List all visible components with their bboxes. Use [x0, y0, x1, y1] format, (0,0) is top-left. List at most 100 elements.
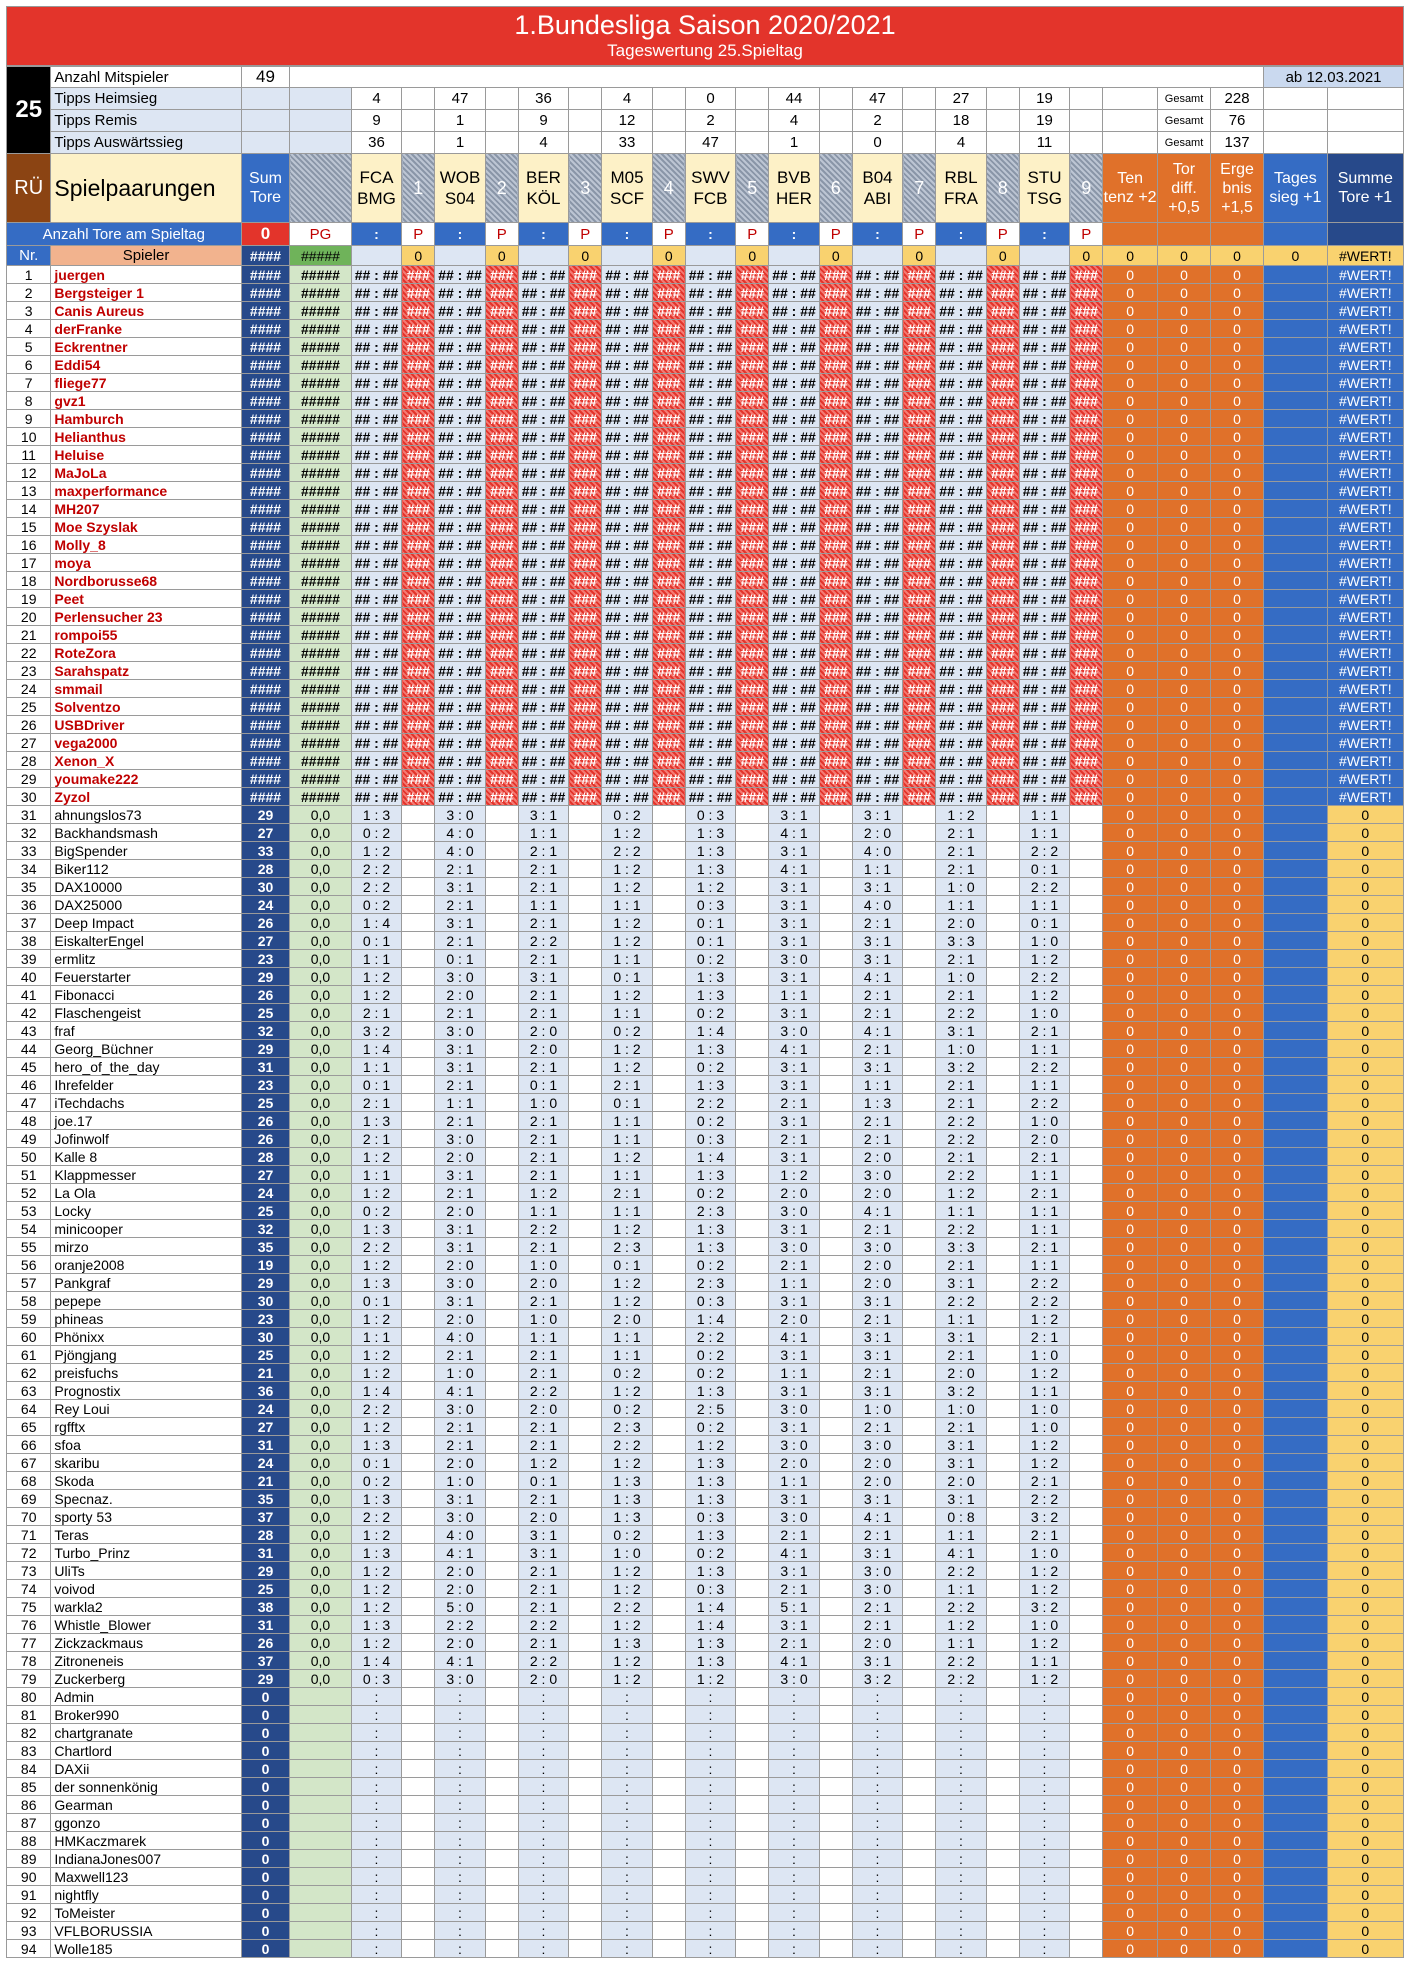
score-cell[interactable]: 0 [1102, 1417, 1159, 1436]
tagessieg-cell[interactable] [1263, 1309, 1328, 1328]
score-cell[interactable]: 0 [1102, 1471, 1159, 1490]
pg-header[interactable]: ##### [289, 245, 352, 266]
points-cell[interactable] [568, 1471, 603, 1490]
tip-cell[interactable]: : [684, 1687, 737, 1706]
points-cell[interactable]: ### [1069, 661, 1104, 680]
points-cell[interactable] [651, 913, 686, 932]
player-nr[interactable]: 37 [5, 913, 52, 932]
player-name[interactable]: Zuckerberg [50, 1669, 242, 1688]
sum-tore[interactable]: 25 [240, 1093, 291, 1112]
pg-value[interactable]: ##### [289, 355, 352, 374]
sum-tore[interactable]: #### [240, 571, 291, 590]
tip-cell[interactable]: 1 : 0 [434, 1363, 486, 1382]
sum-tore[interactable]: 27 [240, 931, 291, 950]
tip-cell[interactable]: 2 : 3 [601, 1417, 653, 1436]
summe-cell[interactable]: #WERT! [1326, 517, 1405, 536]
tip-cell[interactable]: ## : ## [935, 463, 987, 482]
points-cell[interactable]: ### [902, 265, 937, 284]
summe-cell[interactable]: 0 [1326, 1435, 1405, 1454]
points-cell[interactable]: ### [902, 679, 937, 698]
blank-cell[interactable] [818, 87, 853, 110]
tip-cell[interactable]: 1 : 3 [684, 985, 737, 1004]
tip-cell[interactable]: ## : ## [601, 283, 653, 302]
tip-cell[interactable]: : [935, 1867, 987, 1886]
points-cell[interactable] [818, 1813, 853, 1832]
score-cell[interactable]: 0 [1102, 985, 1159, 1004]
player-nr[interactable]: 3 [5, 301, 52, 320]
tip-cell[interactable]: 1 : 2 [1018, 1363, 1071, 1382]
tip-cell[interactable]: ## : ## [601, 535, 653, 554]
pg-value[interactable]: 0,0 [289, 1147, 352, 1166]
points-cell[interactable] [902, 1795, 937, 1814]
tip-cell[interactable]: 1 : 2 [1018, 1579, 1071, 1598]
points-cell[interactable] [484, 1921, 519, 1940]
tip-cell[interactable]: 2 : 2 [1018, 1489, 1071, 1508]
points-cell[interactable]: ### [818, 337, 853, 356]
score-cell[interactable]: 0 [1102, 355, 1159, 374]
tip-cell[interactable]: ## : ## [935, 769, 987, 788]
points-cell[interactable] [1069, 1543, 1104, 1562]
points-cell[interactable]: ### [401, 427, 436, 446]
tip-cell[interactable]: 2 : 0 [851, 1453, 904, 1472]
tip-cell[interactable]: ## : ## [1018, 787, 1071, 806]
score-cell[interactable]: 0 [1209, 1759, 1265, 1778]
points-cell[interactable]: ### [484, 607, 519, 626]
points-cell[interactable]: ### [735, 391, 770, 410]
tip-cell[interactable]: : [350, 1741, 403, 1760]
score-cell[interactable]: 0 [1102, 1669, 1159, 1688]
tip-cell[interactable]: ## : ## [434, 355, 486, 374]
points-cell[interactable]: ### [484, 571, 519, 590]
tagessieg-cell[interactable] [1263, 931, 1328, 950]
tip-cell[interactable]: 0 : 2 [684, 1003, 737, 1022]
points-cell[interactable]: ### [484, 517, 519, 536]
tip-cell[interactable]: 3 : 1 [434, 1291, 486, 1310]
points-label[interactable]: P [484, 222, 519, 246]
tip-cell[interactable]: 2 : 0 [851, 1273, 904, 1292]
points-cell[interactable] [985, 1111, 1020, 1130]
tip-cell[interactable]: ## : ## [935, 589, 987, 608]
player-name[interactable]: La Ola [50, 1183, 242, 1202]
tip-cell[interactable]: ## : ## [1018, 733, 1071, 752]
score-cell[interactable]: 0 [1157, 1309, 1211, 1328]
tip-cell[interactable]: 4 : 1 [851, 1201, 904, 1220]
points-cell[interactable] [818, 1903, 853, 1922]
tip-cell[interactable]: 1 : 0 [517, 1093, 570, 1112]
points-cell[interactable] [818, 1561, 853, 1580]
tip-cell[interactable]: 2 : 1 [1018, 1147, 1071, 1166]
points-cell[interactable]: ### [401, 409, 436, 428]
tip-cell[interactable]: ## : ## [517, 265, 570, 284]
points-cell[interactable] [651, 859, 686, 878]
tip-cell[interactable]: 1 : 1 [768, 985, 820, 1004]
player-nr[interactable]: 68 [5, 1471, 52, 1490]
points-cell[interactable]: ### [651, 463, 686, 482]
player-name[interactable]: nightfly [50, 1885, 242, 1904]
score-cell[interactable]: 0 [1102, 697, 1159, 716]
points-cell[interactable] [401, 805, 436, 824]
points-cell[interactable] [568, 1849, 603, 1868]
points-cell[interactable]: ### [1069, 733, 1104, 752]
score-cell[interactable]: 0 [1102, 1237, 1159, 1256]
points-cell[interactable] [568, 1759, 603, 1778]
points-cell[interactable] [735, 1651, 770, 1670]
points-cell[interactable] [401, 1615, 436, 1634]
tip-cell[interactable]: ## : ## [768, 733, 820, 752]
points-cell[interactable] [902, 1543, 937, 1562]
points-cell[interactable] [902, 1327, 937, 1346]
score-cell[interactable]: 0 [1102, 1885, 1159, 1904]
points-cell[interactable]: ### [484, 589, 519, 608]
summe-cell[interactable]: #WERT! [1326, 301, 1405, 320]
tip-cell[interactable]: 3 : 1 [851, 1489, 904, 1508]
points-cell[interactable] [818, 1255, 853, 1274]
tagessieg-cell[interactable] [1263, 1471, 1328, 1490]
points-cell[interactable] [568, 823, 603, 842]
sum-tore[interactable]: #### [240, 499, 291, 518]
points-cell[interactable] [818, 1633, 853, 1652]
tip-cell[interactable]: ## : ## [851, 571, 904, 590]
tip-cell[interactable]: : [1018, 1777, 1071, 1796]
points-cell[interactable] [484, 1939, 519, 1958]
tagessieg-cell[interactable] [1263, 571, 1328, 590]
points-cell[interactable] [568, 859, 603, 878]
match-header[interactable]: WOB S04 [434, 153, 486, 223]
points-cell[interactable] [484, 1453, 519, 1472]
tip-cell[interactable]: ## : ## [1018, 571, 1071, 590]
